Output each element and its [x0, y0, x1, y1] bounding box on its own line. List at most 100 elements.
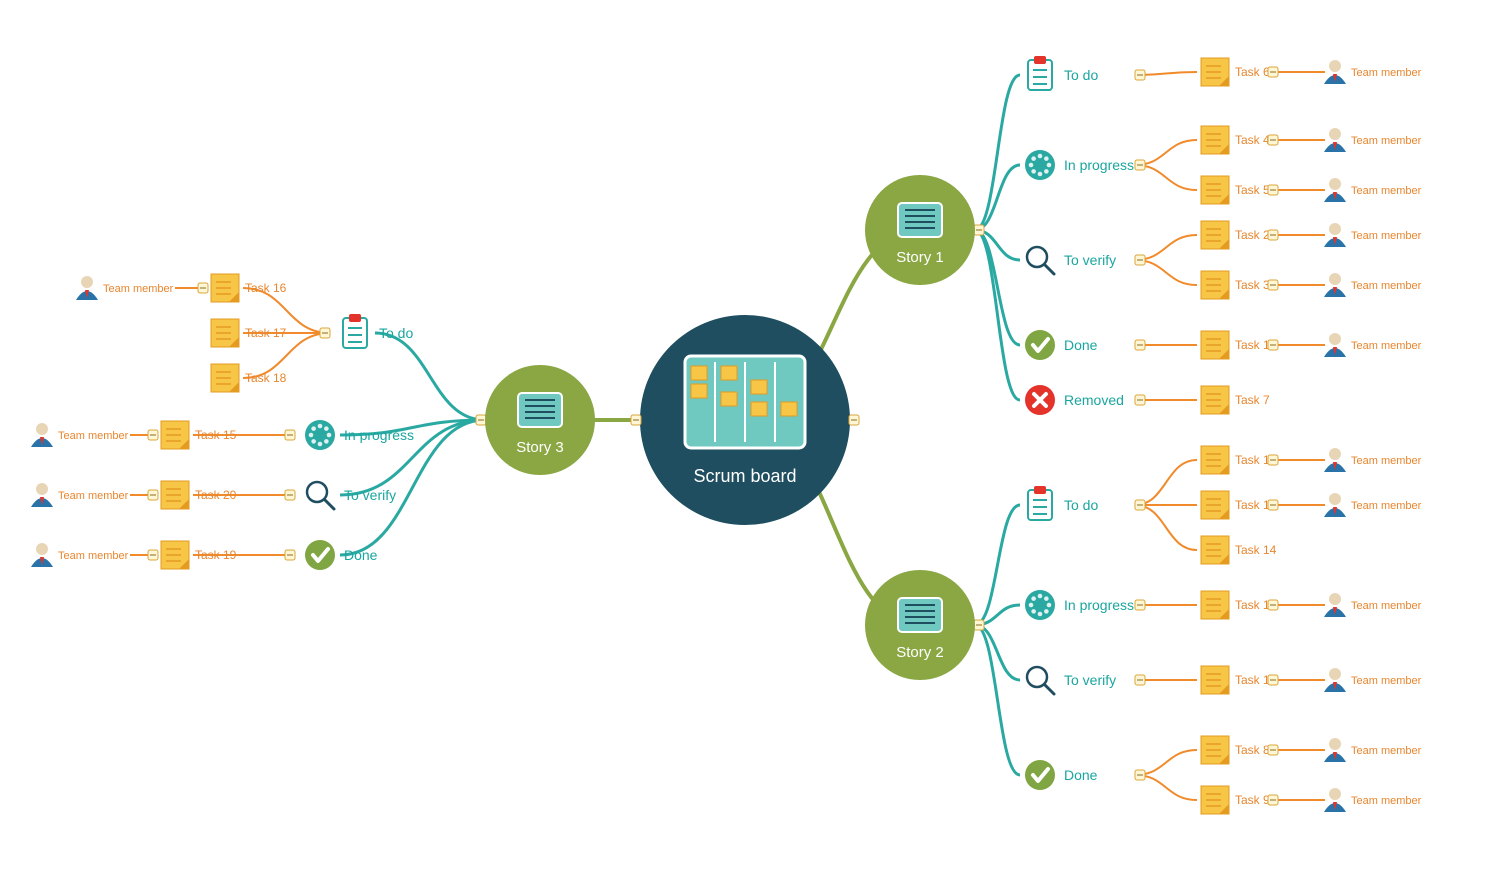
sticky-note-icon [1201, 536, 1229, 564]
member-label: Team member [1351, 745, 1422, 757]
status-label: To verify [1064, 672, 1116, 688]
story-label: Story 2 [896, 644, 944, 661]
task-label: Task 14 [1235, 543, 1277, 557]
person-icon [1324, 333, 1346, 357]
task-label: Task 2 [1235, 228, 1270, 242]
task-label: Task 17 [245, 326, 287, 340]
sticky-note-icon [1201, 271, 1229, 299]
remove-icon [1025, 385, 1055, 415]
progress-icon [1025, 590, 1055, 620]
sticky-note-icon [211, 319, 239, 347]
person-icon [1324, 448, 1346, 472]
sticky-note-icon [211, 274, 239, 302]
connector [975, 230, 1020, 400]
magnifier-icon [1027, 667, 1054, 694]
task-label: Task 3 [1235, 278, 1270, 292]
story-card-icon [898, 203, 942, 237]
member-label: Team member [1351, 600, 1422, 612]
task-label: Task 8 [1235, 743, 1270, 757]
member-label: Team member [58, 430, 129, 442]
clipboard-icon [343, 314, 367, 348]
task-label: Task 4 [1235, 133, 1270, 147]
connector [975, 165, 1020, 230]
sticky-note-icon [1201, 786, 1229, 814]
task-label: Task 15 [195, 428, 237, 442]
person-icon [1324, 493, 1346, 517]
sticky-note-icon [1201, 58, 1229, 86]
task-label: Task 5 [1235, 183, 1270, 197]
connector [1135, 505, 1197, 550]
center-label: Scrum board [693, 466, 796, 486]
connector [1135, 460, 1197, 505]
person-icon [76, 276, 98, 300]
member-label: Team member [1351, 135, 1422, 147]
member-label: Team member [58, 490, 129, 502]
status-label: Removed [1064, 392, 1124, 408]
progress-icon [1025, 150, 1055, 180]
member-label: Team member [1351, 455, 1422, 467]
person-icon [31, 423, 53, 447]
check-icon [1025, 760, 1055, 790]
status-label: Done [1064, 337, 1098, 353]
member-label: Team member [1351, 67, 1422, 79]
person-icon [1324, 223, 1346, 247]
sticky-note-icon [1201, 736, 1229, 764]
board-icon [685, 356, 805, 448]
person-icon [31, 483, 53, 507]
status-label: To do [379, 325, 413, 341]
member-label: Team member [1351, 795, 1422, 807]
task-label: Task 1 [1235, 338, 1270, 352]
mindmap-canvas: Scrum board Story 1 Story 2 Story 3 To do In … [0, 0, 1500, 879]
status-label: To verify [1064, 252, 1116, 268]
sticky-note-icon [1201, 491, 1229, 519]
member-label: Team member [1351, 340, 1422, 352]
sticky-note-icon [1201, 126, 1229, 154]
member-label: Team member [1351, 500, 1422, 512]
progress-icon [305, 420, 335, 450]
person-icon [1324, 593, 1346, 617]
task-label: Task 9 [1235, 793, 1270, 807]
task-label: Task 20 [195, 488, 237, 502]
story-card-icon [518, 393, 562, 427]
member-label: Team member [1351, 675, 1422, 687]
clipboard-icon [1028, 56, 1052, 90]
member-label: Team member [1351, 280, 1422, 292]
member-label: Team member [1351, 230, 1422, 242]
check-icon [305, 540, 335, 570]
status-label: Done [344, 547, 378, 563]
member-label: Team member [103, 283, 174, 295]
person-icon [1324, 128, 1346, 152]
task-label: Task 19 [195, 548, 237, 562]
status-label: To verify [344, 487, 396, 503]
status-label: In progress [1064, 157, 1134, 173]
sticky-note-icon [1201, 386, 1229, 414]
status-label: To do [1064, 497, 1098, 513]
sticky-note-icon [1201, 446, 1229, 474]
person-icon [1324, 788, 1346, 812]
status-label: Done [1064, 767, 1098, 783]
person-icon [1324, 668, 1346, 692]
task-label: Task 18 [245, 371, 287, 385]
magnifier-icon [1027, 247, 1054, 274]
story-label: Story 3 [516, 439, 564, 456]
task-label: Task 16 [245, 281, 287, 295]
story-card-icon [898, 598, 942, 632]
magnifier-icon [307, 482, 334, 509]
person-icon [31, 543, 53, 567]
story-label: Story 1 [896, 249, 944, 266]
person-icon [1324, 738, 1346, 762]
status-label: To do [1064, 67, 1098, 83]
sticky-note-icon [1201, 591, 1229, 619]
person-icon [1324, 60, 1346, 84]
task-label: Task 6 [1235, 65, 1270, 79]
sticky-note-icon [1201, 331, 1229, 359]
check-icon [1025, 330, 1055, 360]
sticky-note-icon [1201, 221, 1229, 249]
sticky-note-icon [161, 421, 189, 449]
task-label: Task 7 [1235, 393, 1270, 407]
sticky-note-icon [161, 481, 189, 509]
sticky-note-icon [1201, 666, 1229, 694]
member-label: Team member [58, 550, 129, 562]
person-icon [1324, 178, 1346, 202]
status-label: In progress [344, 427, 414, 443]
